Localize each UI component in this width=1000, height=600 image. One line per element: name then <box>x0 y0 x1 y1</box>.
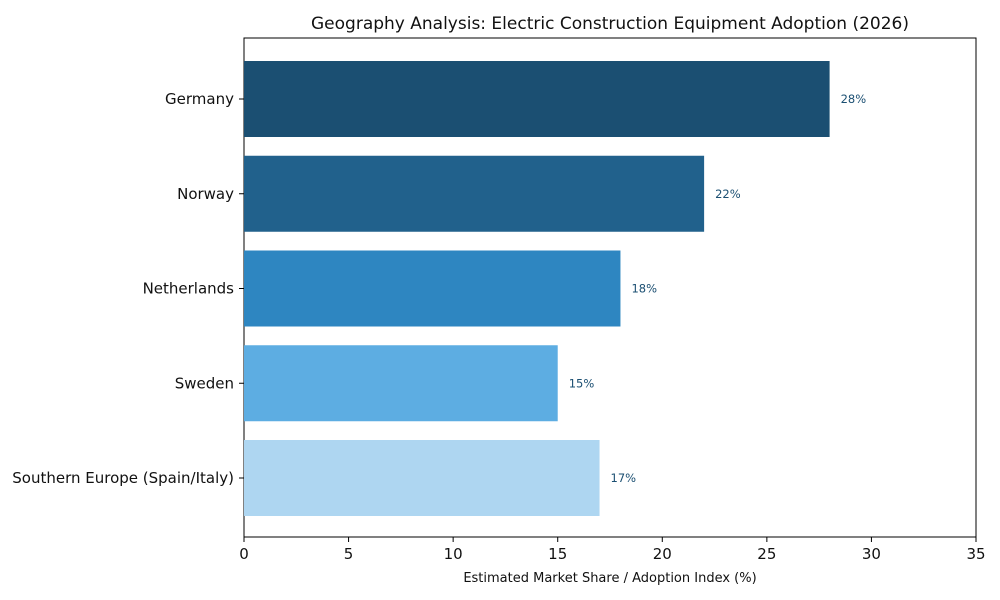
x-tick-label: 20 <box>653 545 672 563</box>
data-label: 28% <box>841 92 867 106</box>
x-tick-label: 0 <box>239 545 249 563</box>
category-label: Southern Europe (Spain/Italy) <box>12 469 234 487</box>
bar-germany <box>244 61 830 137</box>
data-label: 17% <box>611 471 637 485</box>
data-label: 22% <box>715 187 741 201</box>
bars-group: 28% 22% 18% 15% 17% <box>244 61 866 516</box>
category-labels: Germany Norway Netherlands Sweden Southern E… <box>12 90 244 487</box>
x-tick-label: 25 <box>757 545 776 563</box>
x-tick-label: 30 <box>862 545 881 563</box>
category-label: Netherlands <box>143 280 235 298</box>
x-tick-label: 35 <box>966 545 985 563</box>
data-label: 15% <box>569 376 595 390</box>
data-label: 18% <box>631 282 657 296</box>
chart-title: Geography Analysis: Electric Constructio… <box>311 14 909 34</box>
bar-southern-europe-spain-italy <box>244 440 600 516</box>
category-label: Norway <box>177 185 234 203</box>
x-axis-label: Estimated Market Share / Adoption Index … <box>463 571 756 586</box>
x-tick-label: 15 <box>548 545 567 563</box>
bar-norway <box>244 155 705 232</box>
category-label: Sweden <box>175 374 234 392</box>
x-tick-label: 10 <box>444 545 463 563</box>
bar-netherlands <box>244 250 621 327</box>
x-axis-ticks: 0 5 10 15 20 25 30 35 <box>239 537 986 563</box>
category-label: Germany <box>165 90 234 108</box>
bar-sweden <box>244 345 558 422</box>
x-tick-label: 5 <box>344 545 354 563</box>
